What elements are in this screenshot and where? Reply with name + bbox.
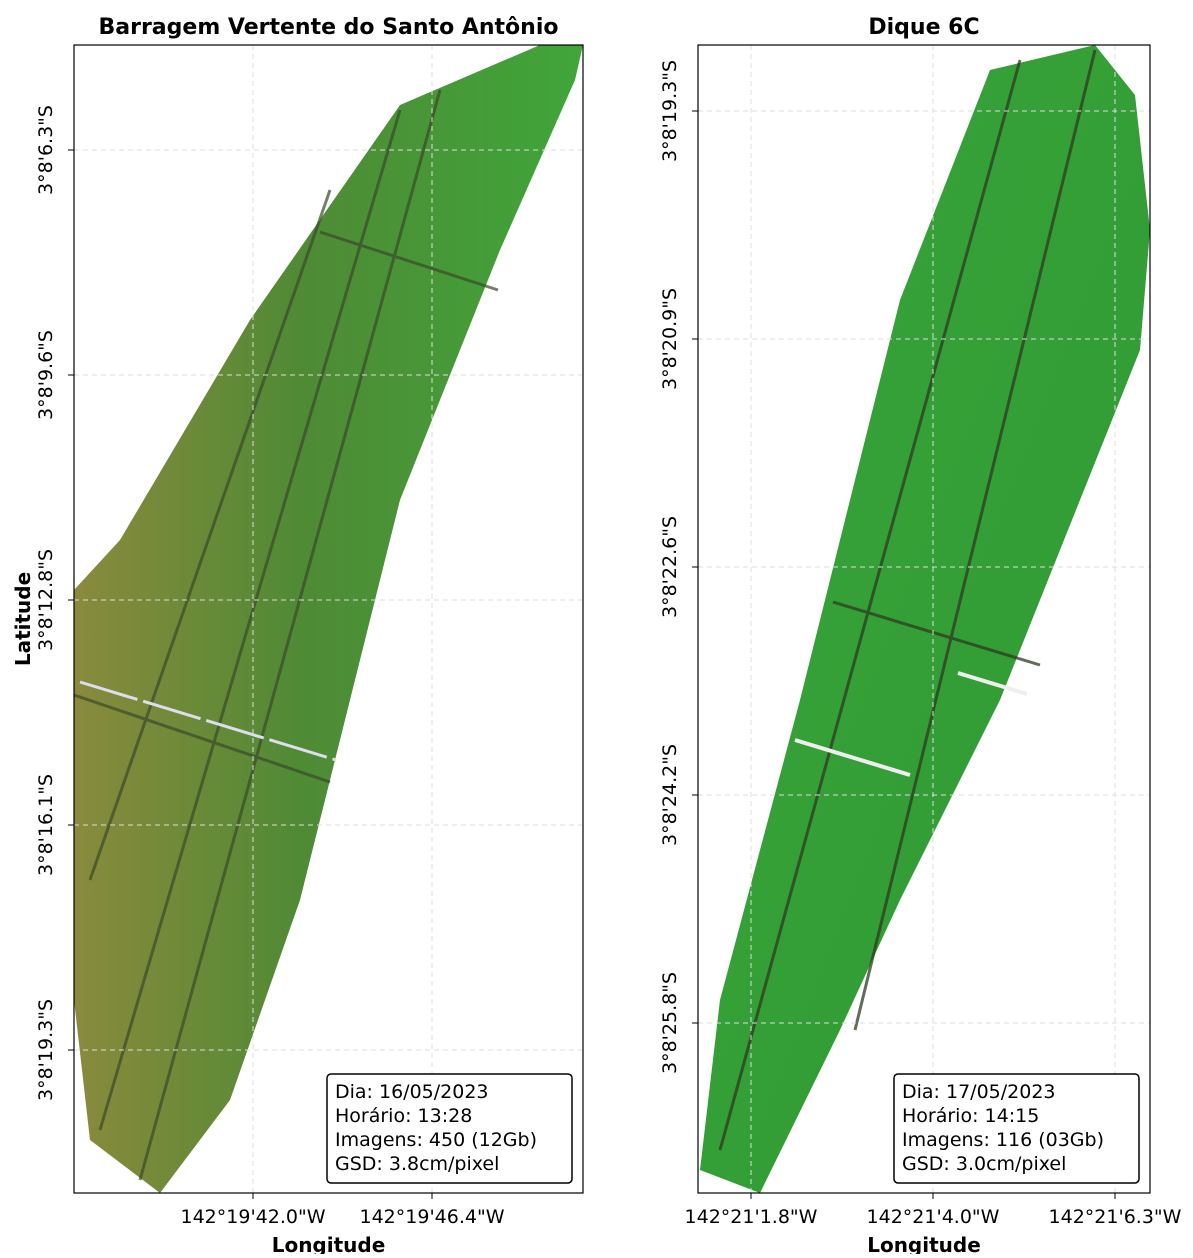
y-axis-label: Latitude [11,572,35,666]
info-line: GSD: 3.0cm/pixel [902,1153,1066,1175]
y-tick-label: 3°8'24.2"S [659,744,681,846]
y-tick-label: 3°8'9.6"S [35,330,57,420]
x-tick-label: 142°19'42.0"W [181,1206,326,1228]
info-line: Dia: 17/05/2023 [902,1081,1056,1103]
panel-title: Dique 6C [868,15,979,40]
x-axis-label: Longitude [867,1233,981,1254]
panel-title: Barragem Vertente do Santo Antônio [98,15,558,40]
x-tick-label: 142°19'46.4"W [360,1206,505,1228]
info-line: Horário: 13:28 [335,1105,472,1127]
orthomosaic-1 [74,45,583,1193]
y-tick-label: 3°8'6.3"S [35,105,57,195]
y-tick-label: 3°8'16.1"S [35,774,57,876]
x-tick-label: 142°21'4.0"W [867,1206,1000,1228]
info-line: Imagens: 116 (03Gb) [902,1129,1104,1151]
info-line: GSD: 3.8cm/pixel [335,1153,499,1175]
orthomosaic-2 [700,45,1150,1193]
info-line: Dia: 16/05/2023 [335,1081,489,1103]
y-tick-label: 3°8'19.3"S [659,60,681,162]
x-tick-label: 142°21'6.3"W [1049,1206,1182,1228]
x-tick-label: 142°21'1.8"W [685,1206,818,1228]
info-line: Imagens: 450 (12Gb) [335,1129,537,1151]
y-tick-label: 3°8'12.8"S [35,549,57,651]
x-axis-label: Longitude [272,1233,386,1254]
y-tick-label: 3°8'19.3"S [35,999,57,1101]
y-tick-label: 3°8'20.9"S [659,288,681,390]
figure: 3°8'6.3"S 3°8'9.6"S 3°8'12.8"S 3°8'16.1"S 3°… [0,0,1193,1254]
info-line: Horário: 14:15 [902,1105,1039,1127]
y-tick-label: 3°8'22.6"S [659,516,681,618]
y-tick-label: 3°8'25.8"S [659,972,681,1074]
